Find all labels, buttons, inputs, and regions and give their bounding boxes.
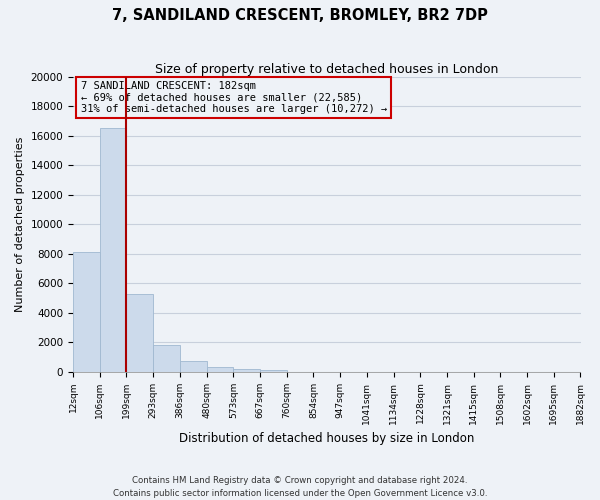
Text: Contains HM Land Registry data © Crown copyright and database right 2024.
Contai: Contains HM Land Registry data © Crown c…	[113, 476, 487, 498]
Bar	[206, 368, 233, 372]
Text: 7, SANDILAND CRESCENT, BROMLEY, BR2 7DP: 7, SANDILAND CRESCENT, BROMLEY, BR2 7DP	[112, 8, 488, 22]
Text: 7 SANDILAND CRESCENT: 182sqm
← 69% of detached houses are smaller (22,585)
31% o: 7 SANDILAND CRESCENT: 182sqm ← 69% of de…	[80, 81, 387, 114]
Bar	[100, 128, 127, 372]
Bar	[233, 369, 260, 372]
X-axis label: Distribution of detached houses by size in London: Distribution of detached houses by size …	[179, 432, 475, 445]
Bar	[127, 294, 153, 372]
Bar	[180, 361, 206, 372]
Bar	[260, 370, 287, 372]
Bar	[153, 344, 180, 372]
Y-axis label: Number of detached properties: Number of detached properties	[15, 136, 25, 312]
Title: Size of property relative to detached houses in London: Size of property relative to detached ho…	[155, 62, 499, 76]
Bar	[73, 252, 100, 372]
